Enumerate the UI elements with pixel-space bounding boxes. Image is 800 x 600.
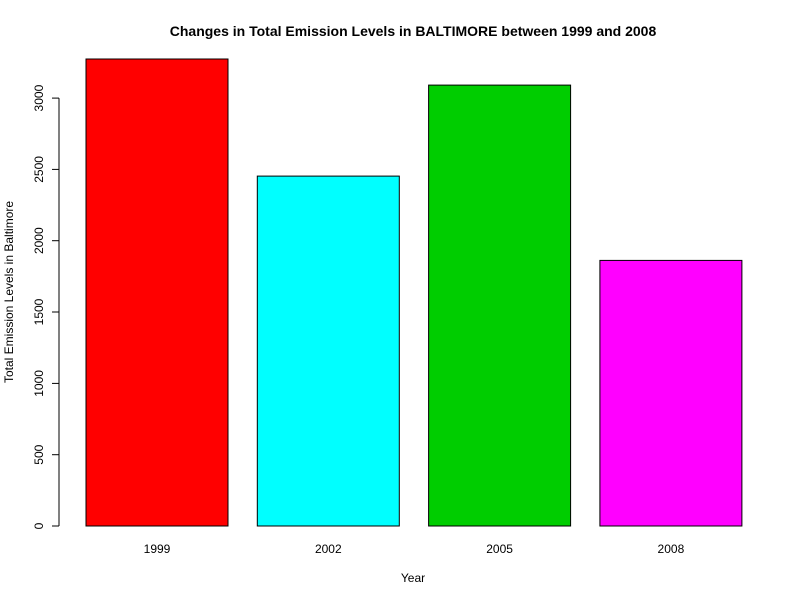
bars-group [85,58,743,527]
y-tick-label-3000: 3000 [32,84,46,111]
y-tick-label-2500: 2500 [32,156,46,183]
y-axis-ticks: 0 500 1000 1500 2000 2500 3000 [32,84,59,529]
x-tick-label-1999: 1999 [144,542,171,556]
x-axis-tick-labels: 1999 2002 2005 2008 [144,542,685,556]
y-tick-label-500: 500 [32,444,46,464]
chart-title: Changes in Total Emission Levels in BALT… [170,23,657,39]
y-tick-label-0: 0 [32,522,46,529]
x-axis-label: Year [401,571,425,585]
bar-1999 [85,58,229,527]
x-tick-label-2002: 2002 [315,542,342,556]
x-tick-label-2005: 2005 [486,542,513,556]
bar-2008 [599,259,743,527]
y-axis-label: Total Emission Levels in Baltimore [2,201,16,383]
y-tick-label-1000: 1000 [32,370,46,397]
y-tick-label-1500: 1500 [32,298,46,325]
bar-2002 [256,175,400,527]
bar-2005 [428,84,572,527]
x-tick-label-2008: 2008 [658,542,685,556]
y-tick-label-2000: 2000 [32,227,46,254]
